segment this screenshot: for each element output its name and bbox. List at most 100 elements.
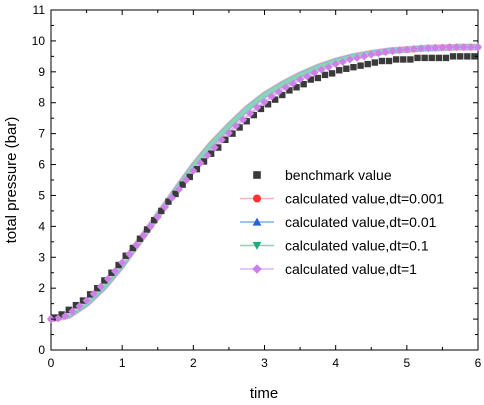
benchmark-point — [421, 54, 428, 62]
benchmark-point — [364, 60, 371, 68]
dt1-point — [175, 185, 184, 194]
axes: 0 1 2 3 4 5 6 7 8 9 10 11 0 1 2 3 4 5 6 — [32, 3, 482, 370]
x-tick-label: 3 — [261, 356, 268, 370]
benchmark-point — [236, 124, 243, 131]
dt1-point — [75, 302, 84, 311]
dt1-point — [61, 312, 70, 320]
benchmark-point — [300, 80, 307, 88]
dt1-point — [232, 121, 240, 130]
legend-label-2: calculated value,dt=0.01 — [285, 214, 437, 230]
benchmark-point — [115, 261, 122, 269]
benchmark-point — [400, 56, 407, 63]
dt1-point — [54, 314, 63, 323]
benchmark-point — [129, 244, 137, 252]
dt1-point — [324, 63, 333, 72]
series-markers — [47, 43, 482, 324]
benchmark-point — [136, 235, 144, 242]
benchmark-point — [414, 54, 421, 62]
dt1-point — [82, 296, 91, 305]
benchmark-point — [286, 87, 293, 94]
y-tick-label: 0 — [38, 343, 45, 357]
benchmark-point — [307, 76, 314, 83]
benchmark-point — [371, 59, 379, 66]
dt1-point — [331, 60, 340, 69]
x-axis-title: time — [250, 385, 278, 402]
dt1-point — [246, 109, 255, 118]
benchmark-point — [357, 62, 364, 69]
dt1-point — [139, 231, 148, 240]
y-tick-label: 1 — [38, 312, 45, 326]
dt1-point — [103, 274, 112, 283]
dt1-point — [466, 43, 475, 52]
benchmark-point — [293, 84, 300, 91]
dt1-point — [274, 87, 283, 96]
benchmark-point — [51, 314, 58, 321]
x-tick-label: 5 — [403, 356, 410, 370]
benchmark-point — [350, 63, 357, 71]
dt1-point — [452, 43, 461, 52]
benchmark-point — [122, 252, 129, 259]
dt1-point — [132, 240, 141, 249]
dt1-point — [303, 72, 312, 81]
legend: benchmark value calculated value,dt=0.001… — [232, 163, 475, 283]
dt1-point — [160, 203, 169, 212]
dt1-point — [267, 92, 276, 101]
benchmark-point — [449, 53, 457, 60]
benchmark-point — [108, 269, 115, 276]
legend-marker-2 — [252, 217, 262, 226]
y-tick-label: 6 — [38, 158, 45, 172]
benchmark-point — [186, 173, 193, 181]
dt1-point — [395, 46, 404, 55]
dt1-point — [210, 143, 219, 152]
dt1-point — [424, 44, 433, 52]
y-tick-label: 5 — [38, 188, 45, 202]
x-tick-label: 1 — [119, 356, 126, 370]
benchmark-point — [65, 306, 72, 314]
benchmark-point — [207, 150, 215, 157]
dt1-point — [409, 44, 418, 53]
benchmark-point — [271, 96, 279, 103]
legend-marker-4 — [252, 264, 262, 274]
dt1-point — [360, 52, 369, 61]
dt1-point — [353, 53, 361, 62]
dt1-point — [381, 48, 390, 56]
benchmark-point — [143, 226, 151, 233]
benchmark-point — [314, 74, 322, 82]
benchmark-point — [442, 54, 450, 62]
benchmark-point — [165, 198, 172, 205]
benchmark-point — [72, 301, 80, 309]
y-tick-label: 10 — [32, 34, 46, 48]
benchmark-point — [336, 67, 343, 74]
dt1-point — [146, 222, 155, 231]
y-tick-label: 4 — [38, 219, 45, 233]
dt1-point — [310, 68, 319, 77]
dt1-point — [281, 83, 290, 92]
benchmark-point — [428, 54, 435, 62]
dt1-point — [89, 289, 98, 298]
benchmark-point — [457, 53, 464, 60]
dt1-point — [338, 57, 347, 66]
legend-marker-3 — [252, 241, 262, 250]
benchmark-point — [243, 118, 250, 125]
dt1-point — [289, 79, 297, 88]
dt1-point — [68, 307, 77, 316]
legend-label-1: calculated value,dt=0.001 — [285, 191, 444, 207]
y-tick-label: 11 — [33, 3, 46, 17]
dt1-point — [459, 43, 468, 52]
benchmark-point — [464, 53, 471, 60]
dt1-point — [125, 250, 134, 259]
benchmark-point — [200, 158, 208, 165]
dt1-point — [438, 43, 447, 52]
x-tick-label: 0 — [48, 356, 55, 370]
dt1-point — [153, 213, 162, 222]
benchmark-point — [328, 70, 336, 77]
y-tick-label: 8 — [38, 96, 45, 110]
dt1-point — [203, 151, 212, 160]
benchmark-point — [378, 57, 386, 65]
benchmark-point — [94, 284, 101, 292]
benchmark-point — [385, 57, 393, 65]
dt1-point — [224, 129, 233, 137]
dt1-point — [345, 55, 354, 64]
x-tick-label: 2 — [190, 356, 197, 370]
